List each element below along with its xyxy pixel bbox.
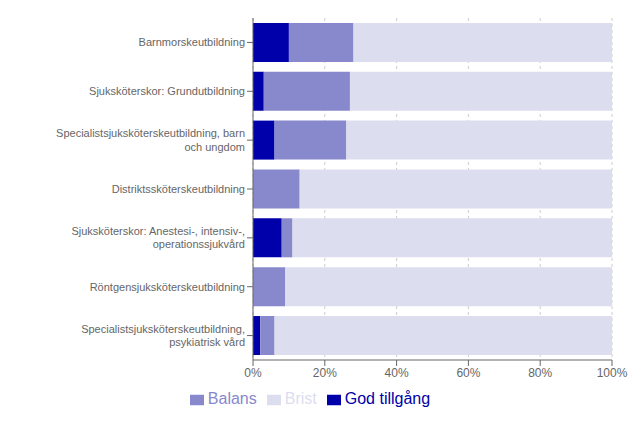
svg-text:0%: 0% — [244, 366, 262, 380]
svg-text:Distriktssköterskeutbildning: Distriktssköterskeutbildning — [112, 183, 245, 195]
html-text:Balans: Balans — [207, 390, 257, 407]
svg-text:Sjuksköterskor: Anestesi-, int: Sjuksköterskor: Anestesi-, intensiv-,ope… — [71, 225, 245, 250]
svg-text:20%: 20% — [313, 366, 337, 380]
html-text:God tillgång: God tillgång — [344, 390, 431, 407]
svg-text:40%: 40% — [385, 366, 409, 380]
svg-text:100%: 100% — [597, 366, 628, 380]
svg-text:Röntgensjuksköterskeutbildning: Röntgensjuksköterskeutbildning — [90, 281, 245, 293]
svg-text:Sjuksköterskor: Grundutbildnin: Sjuksköterskor: Grundutbildning — [89, 85, 245, 97]
svg-text:80%: 80% — [528, 366, 552, 380]
svg-text:Barnmorskeutbildning: Barnmorskeutbildning — [139, 36, 245, 48]
svg-text:Specialistsjuksköterskeutbildn: Specialistsjuksköterskeutbildning, barno… — [56, 127, 245, 152]
svg-text:60%: 60% — [456, 366, 480, 380]
svg-text:Specialistsjuksköterskeutbildn: Specialistsjuksköterskeutbildning,psykia… — [81, 323, 245, 348]
html-text:Brist: Brist — [284, 390, 317, 407]
